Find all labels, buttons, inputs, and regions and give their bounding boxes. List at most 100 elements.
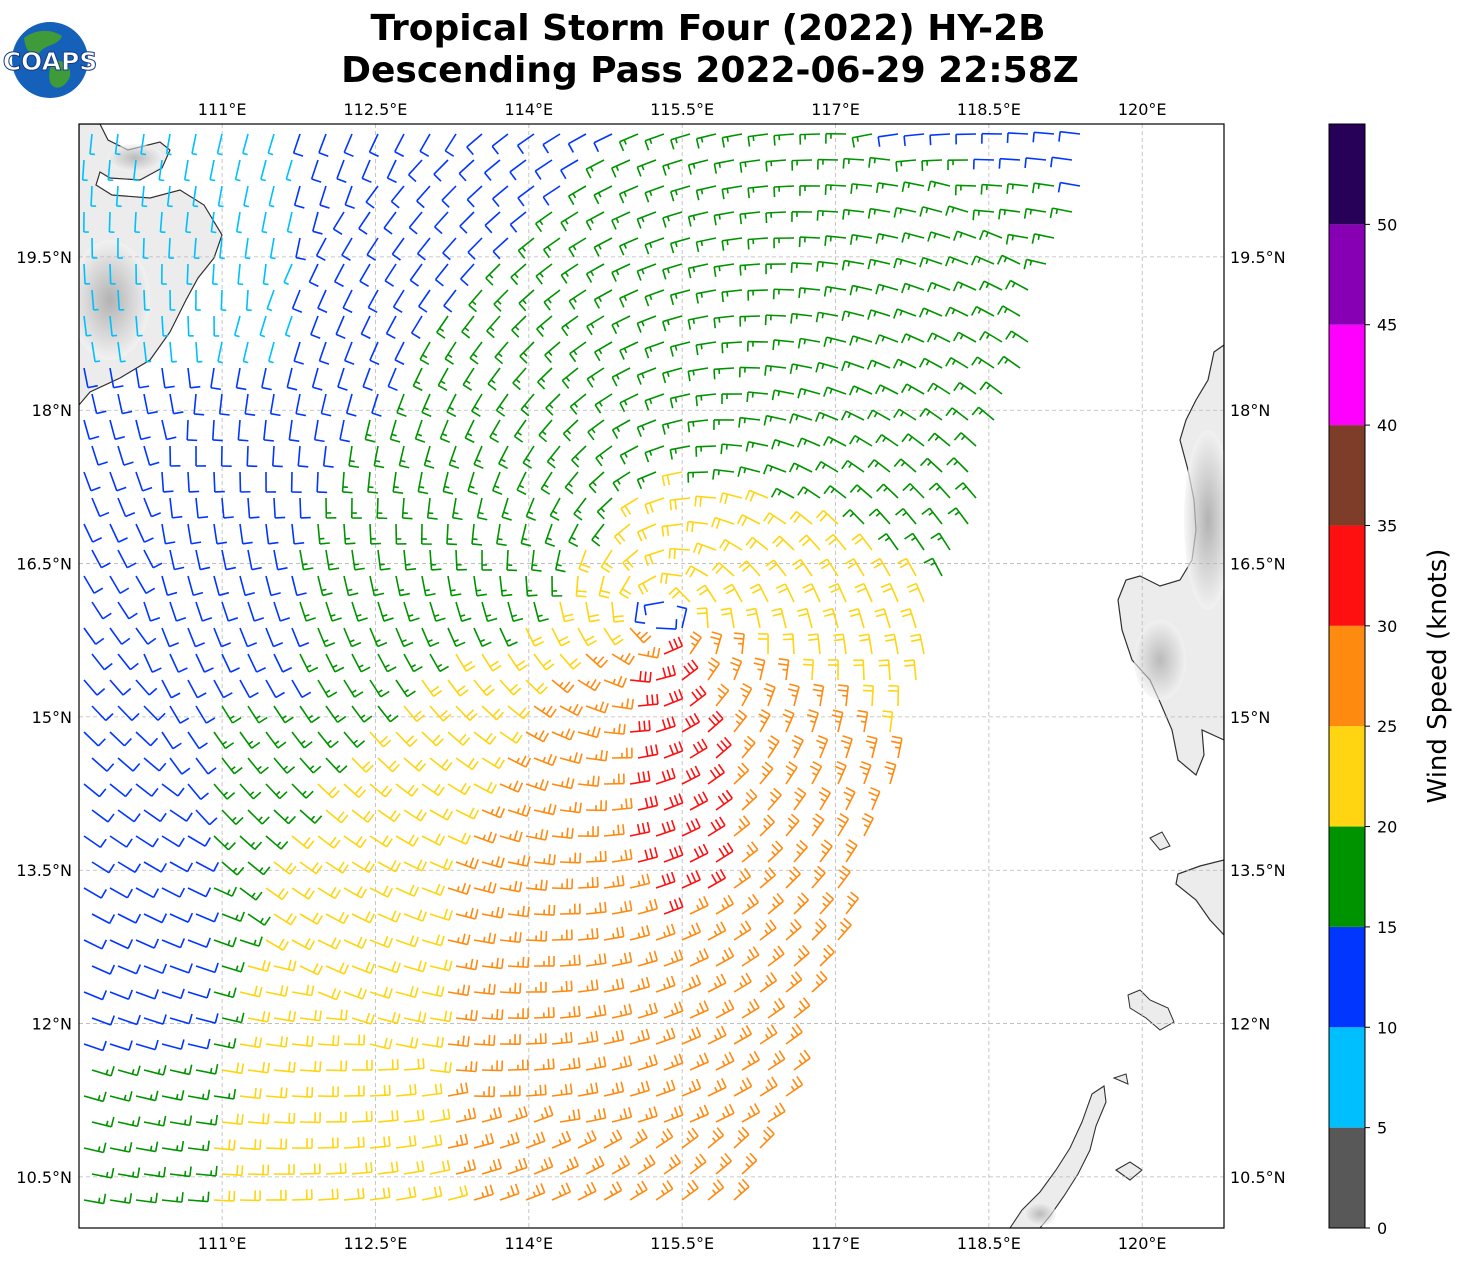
wind-barb-feather [849,484,858,493]
wind-barb-half-feather [925,207,929,214]
wind-barb [866,409,891,421]
wind-barb-feather [789,510,798,520]
wind-barb-half-feather [586,1037,589,1043]
wind-barb-staff [291,575,298,596]
wind-barb [849,434,873,447]
wind-barb-staff [117,705,133,721]
wind-barb-feather [952,331,960,342]
wind-barb [928,482,951,499]
wind-barb [661,471,683,487]
wind-barb-staff [461,315,475,333]
wind-barb [573,497,587,521]
wind-barb-staff [499,627,510,647]
wind-barb-feather [486,688,495,697]
wind-barb [351,705,373,723]
wind-barb-feather [512,382,521,391]
wind-barb-half-feather [568,1063,571,1069]
wind-barb-staff [644,393,665,402]
wind-barb-half-feather [803,288,806,294]
wind-barb-half-feather [649,294,653,301]
wind-barb [496,523,507,547]
wind-barb [285,159,293,182]
wind-barb-feather [87,384,98,389]
wind-barb-feather [367,491,378,494]
wind-barb-staff [805,534,821,551]
wind-barb-staff [620,497,639,510]
wind-barb-staff [518,289,535,304]
wind-barb [117,445,134,466]
wind-barb-feather [651,646,656,658]
wind-barb-feather [446,411,457,418]
wind-barb-half-feather [860,720,866,723]
wind-barb [773,185,795,198]
wind-barb-staff [784,583,795,603]
wind-barb-feather [569,406,578,415]
wind-barb-half-feather [718,266,721,272]
wind-barb [499,627,518,647]
wind-barb [764,314,787,326]
wind-barb [161,315,169,337]
wind-barb-half-feather [700,189,704,195]
wind-barb-staff [295,237,301,258]
wind-barb-feather [661,373,667,384]
wind-barb-feather [462,1035,465,1046]
wind-barb-staff [1008,183,1029,187]
wind-barb-feather [363,715,373,723]
wind-barb-staff [822,509,839,525]
wind-barb-half-feather [464,327,470,332]
wind-barb-half-feather [1003,209,1006,216]
wind-barb-staff [536,315,553,330]
wind-barb-staff [975,255,995,265]
wind-barb-half-feather [561,832,564,838]
wind-barb [797,337,821,349]
wind-barb [117,549,137,569]
wind-barb-staff [714,263,735,268]
wind-barb-staff [91,653,106,671]
wind-barb [288,419,300,442]
wind-barb-staff [284,315,293,336]
wind-barb-half-feather [185,231,191,234]
wind-barb [358,211,371,235]
wind-barb-feather [765,161,768,172]
wind-barb-half-feather [517,910,520,916]
wind-barb-feather [517,197,525,207]
wind-barb [796,607,813,629]
wind-barb-staff [259,315,267,336]
wind-barb-feather [644,452,650,463]
wind-barb-staff [211,263,215,285]
wind-barb-feather [316,254,326,262]
wind-barb-half-feather [718,214,721,220]
wind-barb-feather [823,485,831,495]
wind-barb [213,679,233,699]
wind-barb [611,367,631,387]
wind-barb-feather [754,657,765,662]
wind-barb-staff [473,445,483,465]
wind-barb-staff [818,361,839,369]
wind-barb-feather [669,294,675,306]
wind-barb-feather [600,566,611,573]
wind-barb-half-feather [398,588,405,592]
wind-barb [135,263,142,285]
wind-barb [611,652,635,666]
wind-barb-half-feather [598,296,602,302]
wind-barb-half-feather [235,178,241,182]
wind-barb-staff [765,314,787,317]
wind-barb-staff [371,393,379,414]
wind-barb [578,549,591,573]
wind-barb-feather [866,409,874,420]
wind-barb [117,237,123,259]
wind-barb [854,582,873,603]
wind-barb-feather [677,636,684,647]
wind-barb [242,341,249,364]
wind-barb-staff [722,237,743,242]
wind-barb [945,356,969,369]
wind-barb [83,679,106,696]
wind-barb-feather [874,384,881,395]
wind-barb-feather [926,282,933,293]
wind-barb-feather [721,240,725,251]
wind-barb-feather [540,879,543,890]
wind-barb-staff [265,679,277,698]
wind-barb-half-feather [210,178,216,182]
wind-barb-feather [712,469,715,480]
wind-barb-half-feather [259,334,266,338]
